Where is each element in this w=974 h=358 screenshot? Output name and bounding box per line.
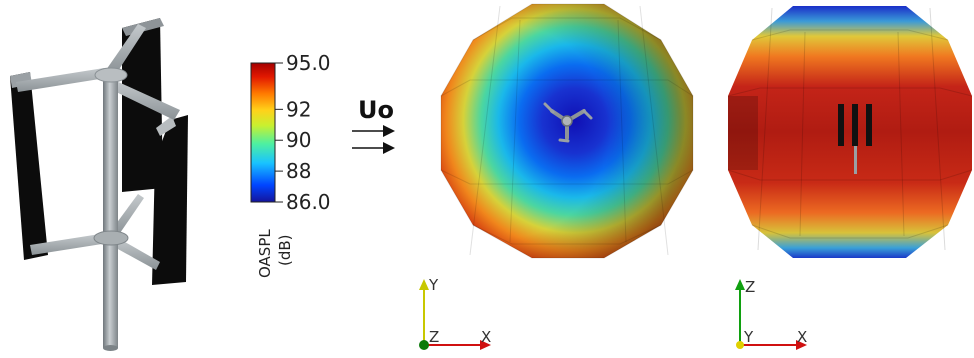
turbine-arm-upper-left (16, 68, 106, 92)
directivity-sphere-top-view (440, 3, 694, 259)
turbine-hub-top (94, 67, 128, 83)
triad-left-out-label: Z (429, 328, 439, 346)
axes-triad-left: Y X Z (419, 276, 491, 350)
colorbar-ramp (250, 62, 276, 203)
colorbar-title-line1: OASPL (256, 229, 274, 278)
turbine-blade-right (152, 115, 188, 285)
colorbar: 95.0 92 90 88 86.0 OASPL (dB) (250, 51, 331, 278)
triad-right-out-label: Y (743, 328, 754, 346)
directivity-sphere-side-view (727, 6, 973, 258)
turbine-arm-upper-right (112, 80, 180, 120)
flow-label: Uo (358, 96, 394, 124)
turbine-arm-lower-right (116, 238, 160, 270)
turbine-arm-lower-left (30, 234, 102, 255)
turbine-arm-lower-back (110, 194, 144, 236)
turbine-arm-upper-back (106, 24, 146, 74)
colorbar-tick-label: 86.0 (286, 190, 331, 214)
axes-triad-right: Z X Y (735, 278, 807, 350)
turbine-blade-back (122, 18, 163, 192)
colorbar-ticks: 95.0 92 90 88 86.0 (275, 51, 331, 214)
triad-right-out-axis (736, 341, 744, 349)
triad-left-out-axis (419, 340, 429, 350)
triad-left-horizontal-label: X (481, 328, 491, 346)
turbine-blade-left (10, 72, 48, 260)
colorbar-tick-label: 90 (286, 128, 311, 152)
colorbar-title-line2: (dB) (276, 234, 294, 266)
colorbar-tick-label: 88 (286, 159, 311, 183)
turbine-hub-bottom (93, 230, 129, 246)
colorbar-tick-label: 92 (286, 97, 311, 121)
sphere-right-body (728, 6, 972, 258)
turbine-shaft (103, 76, 118, 348)
turbine-top-view-icon (543, 102, 593, 143)
flow-indicator: Uo (352, 96, 395, 154)
triad-left-vertical-label: Y (428, 276, 439, 294)
turbine-side-view-icon (838, 104, 872, 174)
triad-right-horizontal-label: X (797, 328, 807, 346)
colorbar-tick-label: 95.0 (286, 51, 331, 75)
turbine-model (10, 18, 188, 351)
triad-right-vertical-label: Z (745, 278, 755, 296)
